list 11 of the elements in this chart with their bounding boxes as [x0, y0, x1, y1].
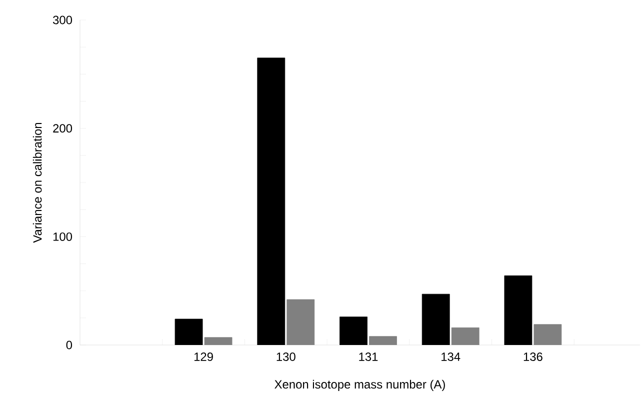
y-axis-title: Variance on calibration	[32, 122, 42, 243]
x-tick-label: 130	[276, 352, 296, 361]
x-axis-title: Xenon isotope mass number (A)	[274, 380, 445, 391]
x-tick-label: 131	[359, 352, 378, 361]
y-tick-label: 300	[52, 16, 72, 24]
x-tick-label: 136	[524, 352, 542, 361]
y-tick-label: 0	[66, 340, 72, 350]
x-tick-label: 129	[194, 352, 213, 361]
y-tick-label: 200	[53, 124, 72, 133]
x-tick-label: 134	[442, 352, 460, 361]
y-tick-label: 100	[53, 232, 72, 241]
